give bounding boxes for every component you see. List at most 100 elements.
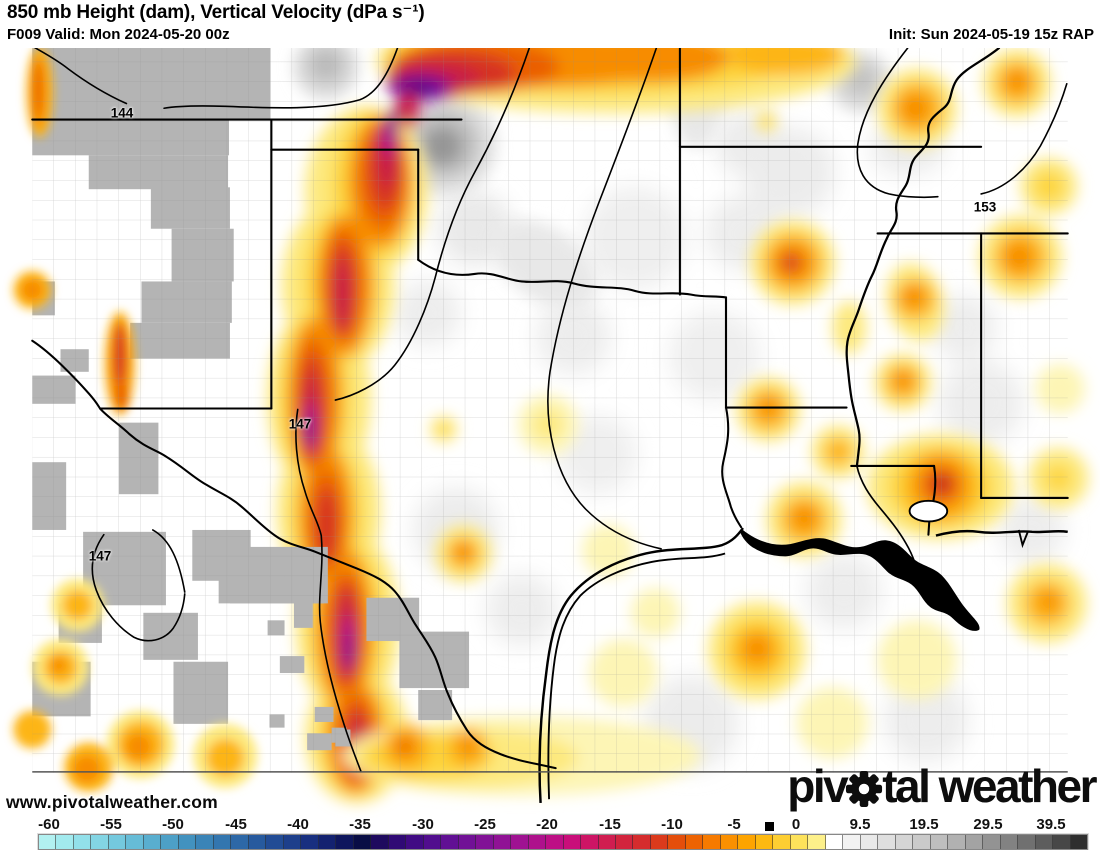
colorbar-cell: [965, 835, 984, 849]
colorbar-cell: [318, 835, 337, 849]
colorbar-cell: [39, 835, 57, 849]
colorbar-cell: [650, 835, 669, 849]
watermark: www.pivotalweather.com: [6, 792, 218, 812]
colorbar-cell: [423, 835, 442, 849]
page-title: 850 mb Height (dam), Vertical Velocity (…: [7, 2, 425, 23]
colorbar-cell: [126, 835, 144, 849]
colorbar-tick: 19.5: [909, 816, 939, 833]
colorbar-scale: [37, 833, 1089, 850]
colorbar-cell: [808, 835, 826, 849]
colorbar-tick: -20: [536, 816, 558, 833]
colorbar-cell: [1035, 835, 1054, 849]
colorbar-cell: [353, 835, 372, 849]
state-borders: [31, 48, 1069, 770]
colorbar-cell: [231, 835, 249, 849]
colorbar-tick: -10: [661, 816, 683, 833]
colorbar-cell: [301, 835, 319, 849]
gear-icon: [845, 770, 883, 808]
colorbar-tick: 9.5: [849, 816, 871, 833]
colorbar-cell: [1053, 835, 1071, 849]
colorbar-cell: [581, 835, 599, 849]
colorbar-cell: [441, 835, 459, 849]
colorbar-tick: -5: [727, 816, 741, 833]
colorbar-cell: [73, 835, 92, 849]
colorbar-cell: [283, 835, 302, 849]
logo-text-post: tal weather: [882, 760, 1097, 812]
colorbar: -60 -55 -50 -45 -40 -35 -30 -25 -20 -15 -10 -5 0 9.5 1…: [0, 816, 1100, 850]
colorbar-tick: -30: [412, 816, 434, 833]
colorbar-cell: [983, 835, 1001, 849]
colorbar-cell: [91, 835, 109, 849]
colorbar-cell: [108, 835, 127, 849]
colorbar-cell: [668, 835, 686, 849]
colorbar-tick: -55: [100, 816, 122, 833]
colorbar-cell: [633, 835, 651, 849]
colorbar-cell: [248, 835, 267, 849]
colorbar-cell: [476, 835, 494, 849]
colorbar-cell: [790, 835, 809, 849]
colorbar-tick: -50: [162, 816, 184, 833]
weather-map: 144 147 147 153 www.pivotalweather.com piv …: [0, 48, 1100, 818]
colorbar-cell: [528, 835, 547, 849]
colorbar-tick: 39.5: [1036, 816, 1066, 833]
colorbar-cell: [930, 835, 949, 849]
colorbar-cell: [1018, 835, 1036, 849]
colorbar-cell: [843, 835, 861, 849]
colorbar-tick: -45: [225, 816, 247, 833]
colorbar-cell: [546, 835, 564, 849]
colorbar-tick-labels: -60 -55 -50 -45 -40 -35 -30 -25 -20 -15 -10 -5 0 9.5 1…: [0, 816, 1100, 833]
colorbar-cell: [825, 835, 844, 849]
colorbar-cell: [913, 835, 931, 849]
colorbar-cell: [493, 835, 512, 849]
colorbar-cell: [213, 835, 232, 849]
gulf-coastline: [538, 499, 1068, 804]
colorbar-cell: [720, 835, 739, 849]
colorbar-zero-marker: [765, 822, 774, 831]
colorbar-tick: 29.5: [973, 816, 1003, 833]
colorbar-tick: -60: [38, 816, 60, 833]
louisiana-marsh-delta: [740, 529, 980, 631]
colorbar-cell: [685, 835, 704, 849]
colorbar-cell: [773, 835, 791, 849]
colorbar-cell: [860, 835, 879, 849]
colorbar-cell: [755, 835, 774, 849]
colorbar-cell: [458, 835, 477, 849]
logo-text-pre: piv: [787, 760, 848, 812]
header: 850 mb Height (dam), Vertical Velocity (…: [0, 0, 1100, 48]
colorbar-tick: -35: [349, 816, 371, 833]
colorbar-cell: [1070, 835, 1088, 849]
colorbar-cell: [388, 835, 407, 849]
colorbar-cell: [598, 835, 616, 849]
colorbar-cell: [948, 835, 966, 849]
pivotal-weather-logo: piv tal weather: [787, 760, 1097, 812]
colorbar-cell: [703, 835, 721, 849]
colorbar-cell: [406, 835, 424, 849]
colorbar-cell: [1000, 835, 1019, 849]
valid-time-label: F009 Valid: Mon 2024-05-20 00z: [7, 26, 230, 43]
colorbar-tick: -15: [599, 816, 621, 833]
colorbar-cell: [511, 835, 529, 849]
colorbar-cell: [178, 835, 197, 849]
colorbar-cell: [878, 835, 896, 849]
mississippi-river: [845, 48, 1001, 565]
lake-pontchartrain: [908, 499, 949, 523]
colorbar-cell: [266, 835, 284, 849]
colorbar-cell: [615, 835, 634, 849]
colorbar-cell: [371, 835, 389, 849]
colorbar-cell: [563, 835, 582, 849]
colorbar-cell: [336, 835, 354, 849]
county-grid: [32, 48, 1068, 773]
height-contours: [33, 48, 1068, 772]
colorbar-tick: 0: [791, 816, 801, 833]
colorbar-cell: [895, 835, 914, 849]
colorbar-cell: [56, 835, 74, 849]
colorbar-tick: -40: [287, 816, 309, 833]
colorbar-cell: [196, 835, 214, 849]
map-canvas: [13, 48, 1089, 804]
mobile-bay: [1017, 529, 1030, 549]
colorbar-cell: [161, 835, 179, 849]
barrier-island: [547, 552, 726, 800]
colorbar-cell: [143, 835, 162, 849]
init-time-label: Init: Sun 2024-05-19 15z RAP: [888, 26, 1094, 43]
